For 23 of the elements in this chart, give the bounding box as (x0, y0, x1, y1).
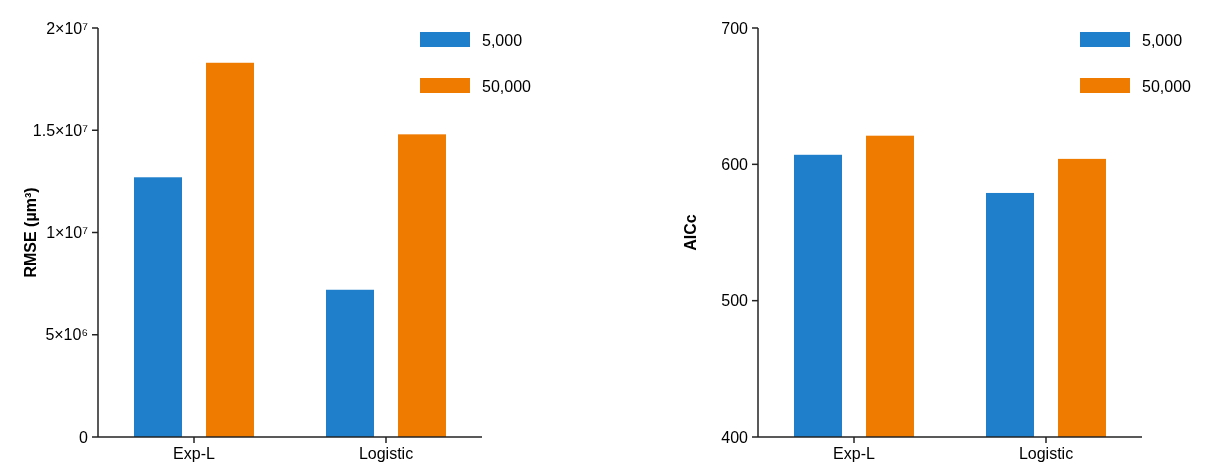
x-tick-label: Logistic (358, 445, 414, 462)
legend-label: 50,000 (482, 77, 532, 95)
bar (326, 289, 374, 437)
y-axis-title: AICc (682, 214, 699, 251)
y-tick-label: 5×10⁶ (45, 326, 88, 344)
x-tick-label: Logistic (1018, 445, 1074, 462)
y-tick-label: 2×10⁷ (46, 19, 89, 37)
legend-label: 5,000 (482, 31, 523, 49)
bar (134, 177, 182, 437)
bar (398, 134, 446, 437)
y-tick-label: 1.5×10⁷ (32, 121, 89, 139)
y-tick-label: 600 (721, 155, 749, 173)
y-tick-label: 0 (79, 428, 89, 446)
x-tick-label: Exp-L (173, 445, 215, 462)
x-tick-label: Exp-L (833, 445, 875, 462)
y-tick-label: 500 (721, 292, 749, 310)
y-tick-label: 1×10⁷ (46, 224, 89, 242)
legend-label: 5,000 (1142, 31, 1183, 49)
y-tick-label: 400 (721, 428, 749, 446)
y-tick-label: 700 (721, 19, 749, 37)
legend-label: 50,000 (1142, 77, 1192, 95)
y-axis-title: RMSE (µm³) (22, 187, 39, 278)
bar (206, 62, 254, 437)
